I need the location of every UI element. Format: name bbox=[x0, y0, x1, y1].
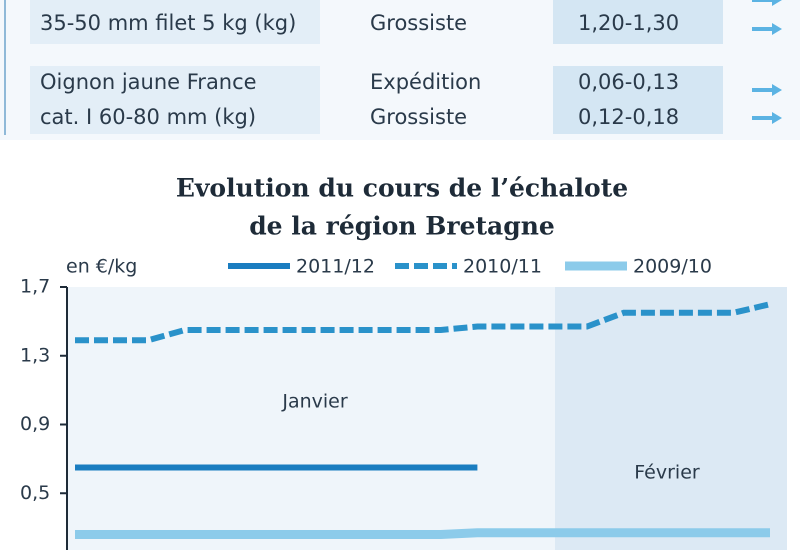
arrow bbox=[752, 0, 782, 6]
product: cat. I 60-80 mm (kg) bbox=[40, 105, 256, 129]
arrows bbox=[752, 0, 782, 124]
annotation: Janvier bbox=[281, 391, 348, 413]
series-line bbox=[75, 301, 771, 344]
price: 0,06-0,13 bbox=[578, 70, 679, 94]
series-line bbox=[75, 528, 770, 539]
price: 1,20-1,30 bbox=[578, 11, 679, 35]
stage: Grossiste bbox=[370, 105, 467, 129]
stage: Grossiste bbox=[370, 11, 467, 35]
y-tick-label: 1,7 bbox=[20, 276, 50, 298]
price: 0,12-0,18 bbox=[578, 105, 679, 129]
product: Oignon jaune France bbox=[40, 70, 257, 94]
chart-title: de la région Bretagne bbox=[249, 212, 555, 241]
legend-label: 2010/11 bbox=[463, 256, 542, 278]
cell-bg bbox=[553, 0, 723, 44]
y-axis-label: en €/kg bbox=[66, 256, 137, 278]
y-tick-label: 1,3 bbox=[20, 344, 50, 366]
product: 35-50 mm filet 5 kg (kg) bbox=[40, 11, 296, 35]
stage: Expédition bbox=[370, 70, 481, 94]
arrow bbox=[752, 84, 782, 96]
y-tick-label: 0,9 bbox=[20, 413, 50, 435]
arrow bbox=[752, 112, 782, 124]
cell-bg bbox=[553, 66, 723, 134]
legend-label: 2011/12 bbox=[296, 256, 375, 278]
cell-bg bbox=[30, 66, 320, 134]
arrow bbox=[752, 23, 782, 35]
month-band bbox=[555, 287, 787, 550]
cell-bg bbox=[30, 0, 320, 44]
annotation: Février bbox=[634, 462, 700, 484]
legend-label: 2009/10 bbox=[633, 256, 712, 278]
y-tick-label: 0,5 bbox=[20, 482, 50, 504]
chart-title: Evolution du cours de l’échalote bbox=[176, 174, 628, 203]
